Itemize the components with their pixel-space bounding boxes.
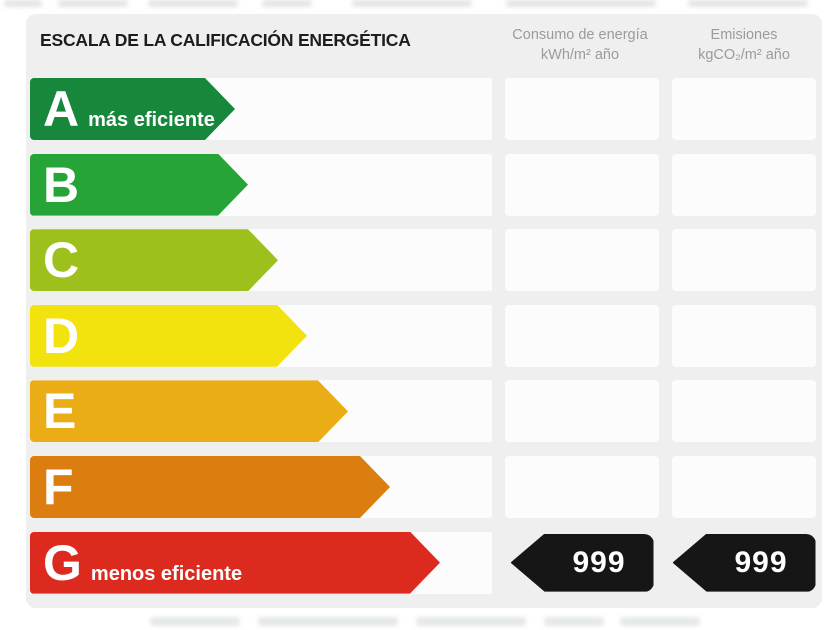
column-gap bbox=[659, 456, 672, 518]
panel-title: ESCALA DE LA CALIFICACIÓN ENERGÉTICA bbox=[40, 30, 411, 50]
cropped-text-fragment bbox=[620, 617, 700, 626]
cropped-text-fragment bbox=[688, 0, 808, 7]
rating-row-c: C bbox=[30, 229, 816, 292]
rating-bar-track: E bbox=[30, 380, 492, 443]
column-header-emisiones-line2: kgCO₂/m² año bbox=[698, 47, 790, 63]
column-gap bbox=[492, 380, 505, 442]
emisiones-cell: 999 bbox=[672, 532, 816, 594]
column-gap bbox=[492, 229, 505, 291]
cropped-text-fragment bbox=[148, 0, 238, 7]
cropped-text-fragment bbox=[4, 0, 42, 7]
rating-label: menos eficiente bbox=[90, 562, 243, 585]
emisiones-cell bbox=[672, 380, 816, 443]
rating-bar-f: F bbox=[30, 456, 390, 518]
rating-row-f: F bbox=[30, 455, 816, 518]
rating-bar-track: C bbox=[30, 229, 492, 292]
rating-letter: D bbox=[43, 307, 80, 364]
emisiones-cell bbox=[672, 229, 816, 292]
rating-row-b: B bbox=[30, 153, 816, 216]
rating-row-d: D bbox=[30, 304, 816, 367]
cropped-text-top bbox=[0, 0, 840, 9]
rating-letter: E bbox=[43, 383, 77, 440]
rating-bar-track: D bbox=[30, 304, 492, 367]
emisiones-value-arrow: 999 bbox=[672, 533, 816, 592]
rating-letter: B bbox=[43, 156, 80, 213]
column-gap bbox=[492, 154, 505, 216]
column-header-consumo-line2: kWh/m² año bbox=[540, 47, 620, 63]
column-gap bbox=[659, 532, 672, 594]
consumo-cell bbox=[505, 380, 659, 443]
cropped-text-fragment bbox=[262, 0, 312, 7]
rating-bar-c: C bbox=[30, 229, 278, 291]
cropped-text-fragment bbox=[58, 0, 128, 7]
emisiones-cell bbox=[672, 304, 816, 367]
cropped-text-fragment bbox=[416, 617, 526, 626]
cropped-text-fragment bbox=[506, 0, 656, 7]
rating-bar-track: F bbox=[30, 455, 492, 518]
rating-letter: G bbox=[43, 534, 82, 591]
column-gap bbox=[659, 154, 672, 216]
column-gap bbox=[492, 78, 505, 140]
column-gap bbox=[659, 229, 672, 291]
column-header-emisiones-line1: Emisiones bbox=[710, 27, 778, 43]
emisiones-value: 999 bbox=[734, 545, 788, 579]
column-gap bbox=[492, 456, 505, 518]
rating-letter: F bbox=[43, 458, 74, 515]
consumo-cell bbox=[505, 304, 659, 367]
emisiones-cell bbox=[672, 153, 816, 216]
rating-letter: C bbox=[43, 232, 80, 289]
cropped-text-bottom bbox=[0, 617, 840, 629]
cropped-text-fragment bbox=[150, 617, 240, 626]
energy-rating-panel: ESCALA DE LA CALIFICACIÓN ENERGÉTICA Con… bbox=[26, 14, 822, 608]
column-gap bbox=[659, 305, 672, 367]
column-header-emisiones: Emisiones kgCO₂/m² año bbox=[634, 25, 840, 65]
consumo-value: 999 bbox=[572, 545, 626, 579]
rating-bar-e: E bbox=[30, 380, 348, 442]
rating-bar-track: B bbox=[30, 153, 492, 216]
consumo-cell bbox=[505, 455, 659, 518]
rating-bar-d: D bbox=[30, 305, 307, 367]
cropped-text-fragment bbox=[544, 617, 604, 626]
emisiones-cell bbox=[672, 78, 816, 140]
cropped-text-fragment bbox=[352, 0, 472, 7]
column-gap bbox=[492, 532, 505, 594]
rating-letter: A bbox=[43, 81, 80, 137]
column-gap bbox=[659, 78, 672, 140]
consumo-cell: 999 bbox=[505, 532, 659, 594]
emisiones-cell bbox=[672, 455, 816, 518]
column-gap bbox=[659, 380, 672, 442]
column-gap bbox=[492, 305, 505, 367]
consumo-cell bbox=[505, 78, 659, 140]
rating-row-e: E bbox=[30, 380, 816, 443]
column-header-consumo: Consumo de energía kWh/m² año bbox=[470, 25, 690, 65]
consumo-cell bbox=[505, 229, 659, 292]
consumo-cell bbox=[505, 153, 659, 216]
cropped-text-fragment bbox=[258, 617, 398, 626]
rating-bar-b: B bbox=[30, 154, 248, 216]
rating-label: más eficiente bbox=[88, 109, 215, 131]
column-header-consumo-line1: Consumo de energía bbox=[512, 27, 648, 43]
consumo-value-arrow: 999 bbox=[510, 533, 654, 592]
